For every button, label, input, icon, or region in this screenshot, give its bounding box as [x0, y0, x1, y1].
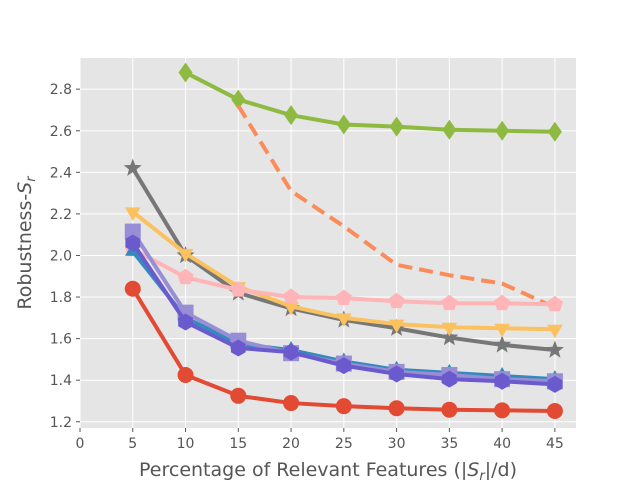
- series-0-marker: [389, 116, 404, 137]
- series-0-line: [184, 70, 555, 134]
- x-tick-label: 30: [388, 436, 406, 452]
- series-2-marker: [493, 335, 512, 353]
- series-0-marker: [442, 119, 457, 140]
- y-axis-label: Robustness-Sr: [14, 175, 39, 310]
- series-7-marker: [494, 372, 510, 390]
- series-7: [125, 234, 563, 393]
- y-tick-label: 2.8: [50, 82, 72, 98]
- series-8-marker: [283, 395, 300, 412]
- series-4-marker: [441, 294, 458, 311]
- x-tick-label: 0: [76, 436, 85, 452]
- series-0-marker: [336, 114, 351, 135]
- series-3-marker: [441, 322, 458, 337]
- series-3-marker: [336, 313, 352, 327]
- series-3-marker: [494, 323, 510, 338]
- series-0-marker: [284, 105, 299, 126]
- series-8-marker: [388, 400, 405, 417]
- series-2-marker: [123, 158, 142, 176]
- y-tick-label: 2.2: [50, 207, 72, 223]
- plot-background: [80, 58, 576, 428]
- series-2-marker: [545, 340, 564, 358]
- y-tick-label: 1.4: [50, 373, 72, 389]
- series-7-marker: [283, 343, 299, 361]
- series-3-marker: [283, 301, 299, 316]
- series-8-marker: [335, 398, 352, 415]
- x-tick-label: 45: [546, 436, 564, 452]
- series-3-marker: [177, 248, 194, 263]
- x-axis-label: Percentage of Relevant Features (|Sr|/d): [139, 459, 517, 480]
- series-4-marker: [546, 295, 563, 312]
- series-6-marker: [124, 223, 141, 240]
- series-1-line: [236, 104, 556, 310]
- x-tick-label: 5: [128, 436, 137, 452]
- y-tick-label: 2.6: [50, 124, 72, 140]
- x-tick-label: 15: [229, 436, 247, 452]
- y-tick-label: 2.4: [50, 165, 72, 181]
- series-4-marker: [230, 281, 247, 297]
- x-tick-label: 20: [282, 436, 300, 452]
- series-7-marker: [178, 313, 193, 331]
- y-tick-label: 1.6: [50, 332, 72, 348]
- series-0-marker: [547, 121, 562, 142]
- series-8-marker: [124, 280, 141, 297]
- y-tick-label: 1.8: [50, 290, 72, 306]
- x-tick-label: 10: [177, 436, 195, 452]
- series-3-marker: [547, 324, 563, 339]
- x-tick-label: 25: [335, 436, 353, 452]
- series-7-marker: [389, 365, 404, 383]
- series-7-marker: [442, 370, 457, 388]
- series-4-marker: [177, 268, 194, 285]
- series-8: [124, 280, 563, 419]
- x-tick-label: 40: [493, 436, 511, 452]
- series-layer: [123, 62, 564, 419]
- series-8-marker: [546, 402, 563, 419]
- y-tick-label: 1.2: [50, 415, 72, 431]
- series-8-marker: [441, 401, 458, 418]
- series-0-marker: [495, 120, 510, 141]
- series-7-marker: [125, 234, 141, 252]
- series-0-marker: [178, 62, 193, 83]
- series-8-marker: [494, 402, 511, 419]
- series-0-marker: [231, 89, 246, 110]
- series-8-marker: [230, 387, 247, 404]
- series-4-marker: [335, 289, 352, 305]
- x-tick-label: 35: [440, 436, 458, 452]
- series-7-marker: [230, 339, 246, 357]
- y-tick-label: 2.0: [50, 248, 72, 264]
- series-4-marker: [494, 294, 511, 311]
- series-7-marker: [547, 375, 563, 393]
- axis-ticks: 0 5 10 15 20 25 30 35 40 45 1.2 1.4 1.6 1.8 2.0 2.2 2.4 2…: [50, 82, 564, 452]
- series-7-marker: [336, 357, 352, 375]
- series-2-marker: [440, 328, 459, 346]
- series-3-marker: [388, 319, 405, 334]
- series-1: [236, 104, 556, 310]
- series-8-marker: [177, 366, 194, 383]
- series-4-marker: [282, 288, 300, 304]
- series-0: [178, 62, 562, 142]
- series-4-marker: [388, 292, 405, 309]
- series-3-marker: [124, 207, 141, 221]
